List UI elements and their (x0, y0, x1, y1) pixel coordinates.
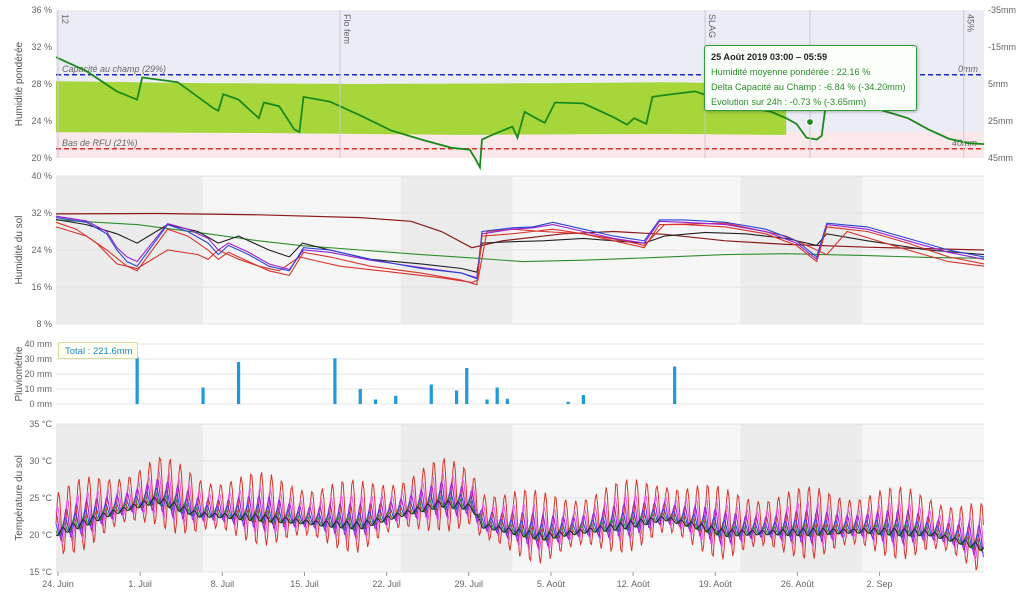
rain-bar (673, 366, 677, 404)
rain-bar (495, 387, 499, 404)
y-tick-label: 0 mm (30, 399, 53, 409)
x-tick-label: 24. Juin (42, 579, 74, 589)
ylabel-1: Humidité pondérée (14, 41, 25, 126)
x-axis-ticks: 24. Juin 1. Juil 8. Juil 15. Juil 22. Juil 29… (42, 572, 893, 589)
rain-chart: 40 mm 30 mm 20 mm 10 mm 0 mm Pluviométrie (14, 339, 984, 409)
y-tick-label: 15 °C (29, 567, 52, 577)
rain-bar (505, 398, 509, 404)
ylabel-4: Température du sol (14, 455, 25, 541)
y-tick-label: 8 % (36, 319, 52, 329)
capacity-mm: 0mm (958, 64, 979, 74)
x-tick-label: 29. Juil (455, 579, 484, 589)
x-tick-label: 19. Août (699, 579, 733, 589)
y-tick-label: 32 % (31, 208, 52, 218)
humidity-line (55, 224, 985, 286)
rain-bar (236, 362, 241, 404)
y2-tick-label: -35mm (988, 5, 1016, 15)
y-tick-label: 36 % (31, 5, 52, 15)
y-tick-label: 24 % (31, 116, 52, 126)
marker-label: SLAG (707, 14, 717, 38)
tooltip-row: Evolution sur 24h : -0.73 % (-3.65mm) (711, 97, 867, 107)
tooltip-title: 25 Août 2019 03:00 – 05:59 (711, 52, 828, 62)
humidity-line (55, 217, 985, 280)
y2-tick-label: 5mm (988, 79, 1008, 89)
y-tick-label: 16 % (31, 282, 52, 292)
x-tick-label: 12. Août (617, 579, 651, 589)
tooltip-row: Delta Capacité au Champ : -6.84 % (-34.2… (711, 82, 906, 92)
moisture-line (55, 56, 985, 171)
y-tick-label: 20 mm (24, 369, 52, 379)
ylabel-2: Humidité du sol (14, 216, 25, 285)
temperature-lines (55, 456, 984, 571)
rain-bar (455, 390, 459, 404)
phase-markers: 12 Flo fem SLAG 45% (57, 10, 976, 158)
humidity-line (55, 218, 985, 273)
rain-bar (581, 395, 585, 404)
rain-bar (429, 384, 433, 404)
y2-tick-label: -15mm (988, 42, 1016, 52)
rfu-label: Bas de RFU (21%) (62, 138, 138, 148)
rain-bar (201, 387, 205, 404)
grid-2 (56, 175, 984, 325)
y-tick-label: 24 % (31, 245, 52, 255)
rain-bar (373, 399, 378, 404)
rain-total: Total : 221.6mm (58, 342, 138, 359)
temperature-line (55, 478, 984, 558)
y2-ticks-1: -35mm -15mm 5mm 25mm 45mm (988, 5, 1016, 163)
y-tick-label: 40 mm (24, 339, 52, 349)
rain-bar (333, 358, 337, 404)
temperature-line (55, 456, 984, 571)
optimal-band (56, 81, 787, 135)
rain-bar (358, 389, 362, 404)
capacity-label: Capacité au champ (29%) (62, 64, 166, 74)
rain-bar (485, 399, 489, 404)
rain-bars (135, 357, 677, 404)
rain-bar (465, 368, 469, 404)
tooltip: 25 Août 2019 03:00 – 05:59 Humidité moye… (704, 45, 917, 111)
humidity-line (55, 212, 985, 251)
x-tick-label: 2. Sep (867, 579, 893, 589)
humidity-lines (55, 212, 985, 286)
soil-humidity-chart: 40 % 32 % 24 % 16 % 8 % Humidité du sol (14, 171, 985, 329)
y2-tick-label: 45mm (988, 153, 1013, 163)
y-tick-label: 10 mm (24, 384, 52, 394)
grid-3 (56, 343, 984, 405)
y2-tick-label: 25mm (988, 116, 1013, 126)
y-tick-label: 32 % (31, 42, 52, 52)
x-tick-label: 26. Août (781, 579, 815, 589)
temperature-line (55, 470, 984, 562)
y-tick-label: 20 °C (29, 530, 52, 540)
tooltip-row: Humidité moyenne pondérée : 22.16 % (711, 67, 871, 77)
y-tick-label: 35 °C (29, 419, 52, 429)
temperature-line (55, 487, 984, 554)
x-tick-label: 5. Août (537, 579, 566, 589)
y-tick-label: 20 % (31, 153, 52, 163)
ylabel-3: Pluviométrie (14, 346, 25, 401)
rain-bar (135, 357, 139, 404)
temperature-line (55, 497, 984, 552)
hover-point[interactable] (805, 117, 815, 127)
y-tick-label: 30 mm (24, 354, 52, 364)
marker-label: 12 (60, 14, 70, 24)
marker-label: Flo fem (342, 14, 352, 44)
soil-temperature-chart: 35 °C 30 °C 25 °C 20 °C 15 °C Température du… (14, 419, 984, 577)
y-ticks-1: 36 % 32 % 28 % 24 % 20 % (31, 5, 52, 163)
y-ticks-4: 35 °C 30 °C 25 °C 20 °C 15 °C (29, 419, 52, 577)
x-tick-label: 15. Juil (290, 579, 319, 589)
y-tick-label: 30 °C (29, 456, 52, 466)
rain-bar (566, 401, 570, 404)
y-tick-label: 28 % (31, 79, 52, 89)
x-tick-label: 1. Juil (128, 579, 152, 589)
x-tick-label: 22. Juil (372, 579, 401, 589)
y-ticks-3: 40 mm 30 mm 20 mm 10 mm 0 mm (24, 339, 52, 409)
rfu-band (56, 132, 984, 158)
y-ticks-2: 40 % 32 % 24 % 16 % 8 % (31, 171, 52, 329)
y-tick-label: 25 °C (29, 493, 52, 503)
x-tick-label: 8. Juil (211, 579, 235, 589)
rain-bar (394, 395, 398, 404)
y-tick-label: 40 % (31, 171, 52, 181)
marker-label: 45% (966, 14, 976, 32)
